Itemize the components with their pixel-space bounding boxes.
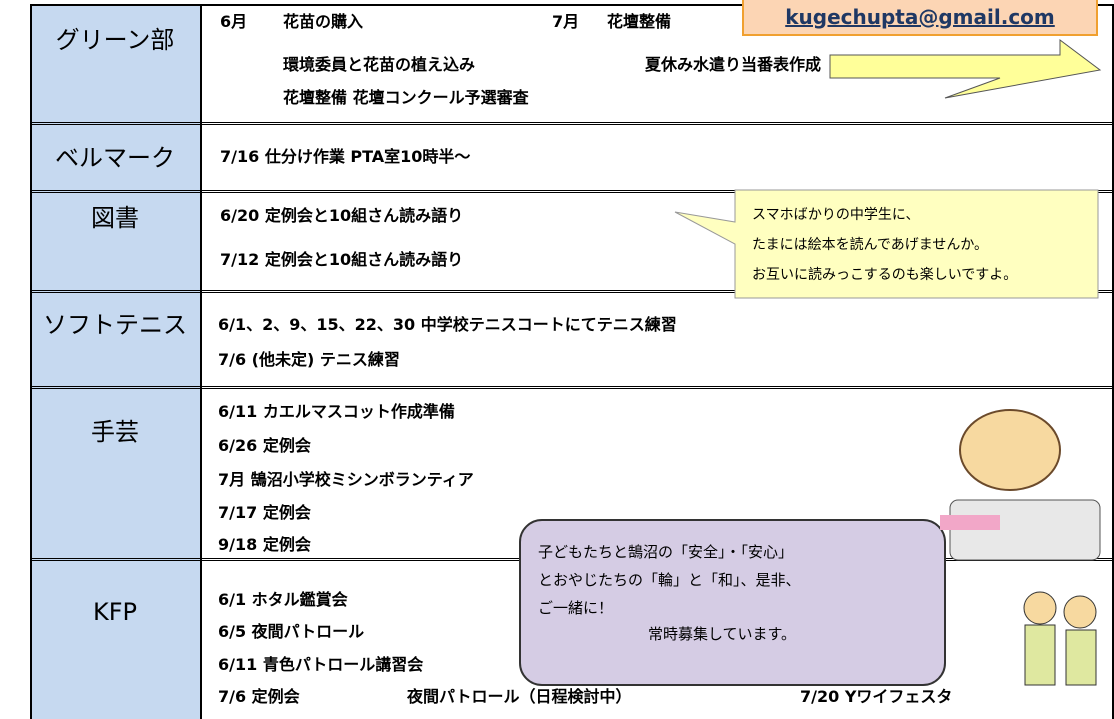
- dog-illustration: [940, 409, 1101, 561]
- entry: 7/6 (他未定) テニス練習: [218, 350, 400, 369]
- callout-text: お互いに読みっこするのも楽しいですよ。: [752, 267, 1018, 283]
- entry: 6/1 ホタル鑑賞会: [218, 590, 348, 609]
- entry: 6/20 定例会と10組さん読み語り: [220, 206, 464, 225]
- entry: 6/11 カエルマスコット作成準備: [218, 402, 455, 421]
- entry: 夏休み水遣り当番表作成: [645, 55, 822, 74]
- entry: 7月: [552, 12, 580, 31]
- entry: 6/5 夜間パトロール: [218, 622, 365, 641]
- row-label: ベルマーク: [55, 144, 175, 172]
- callout-text: たまには絵本を読んであげませんか。: [752, 237, 989, 253]
- notice-box: [519, 519, 946, 686]
- entry: 夜間パトロール（日程検討中）: [407, 687, 632, 706]
- row-label: 手芸: [91, 418, 139, 446]
- row-divider: [30, 386, 1112, 389]
- row-label: ソフトテニス: [43, 311, 187, 339]
- notice-text: ご一緒に！: [538, 599, 614, 617]
- entry: 花苗の購入: [283, 12, 364, 31]
- notice-text: 常時募集しています。: [648, 625, 797, 643]
- entry: 7/20 Yワイフェスタ: [800, 687, 953, 706]
- table-frame: [30, 4, 1114, 719]
- email-box: kugechupta@gmail.com: [742, 0, 1098, 36]
- column-divider: [200, 4, 202, 719]
- entry: 6/26 定例会: [218, 436, 311, 455]
- entry: 7/16 仕分け作業 PTA室10時半～: [220, 147, 471, 166]
- arrow: [829, 39, 1102, 99]
- entry: 7/17 定例会: [218, 503, 311, 522]
- row-label: KFP: [92, 598, 137, 626]
- callout-text: スマホばかりの中学生に、: [752, 207, 920, 223]
- notice-text: とおやじたちの「輪」と「和」、是非、: [538, 571, 801, 589]
- speech-bubble: [674, 189, 1099, 299]
- row-label: グリーン部: [55, 26, 175, 54]
- row-divider: [30, 190, 1112, 193]
- entry: 7/12 定例会と10組さん読み語り: [220, 250, 464, 269]
- entry: 6/1、2、9、15、22、30 中学校テニスコートにてテニス練習: [218, 315, 677, 334]
- email: kugechupta@gmail.com: [785, 5, 1055, 29]
- entry: 7/6 定例会: [218, 687, 300, 706]
- patrol-illustration: [1023, 591, 1097, 686]
- row-divider: [30, 122, 1112, 125]
- entry: 6/11 青色パトロール講習会: [218, 655, 424, 674]
- entry: 花壇整備 花壇コンクール予選審査: [283, 88, 529, 107]
- entry: 環境委員と花苗の植え込み: [283, 55, 476, 74]
- entry: 7月 鵠沼小学校ミシンボランティア: [218, 470, 474, 489]
- notice-text: 子どもたちと鵠沼の「安全」・「安心」: [538, 543, 794, 561]
- entry: 花壇整備: [607, 12, 672, 31]
- entry: 6月: [220, 12, 248, 31]
- row-label: 図書: [91, 204, 139, 232]
- entry: 9/18 定例会: [218, 535, 311, 554]
- row-divider: [30, 290, 1112, 293]
